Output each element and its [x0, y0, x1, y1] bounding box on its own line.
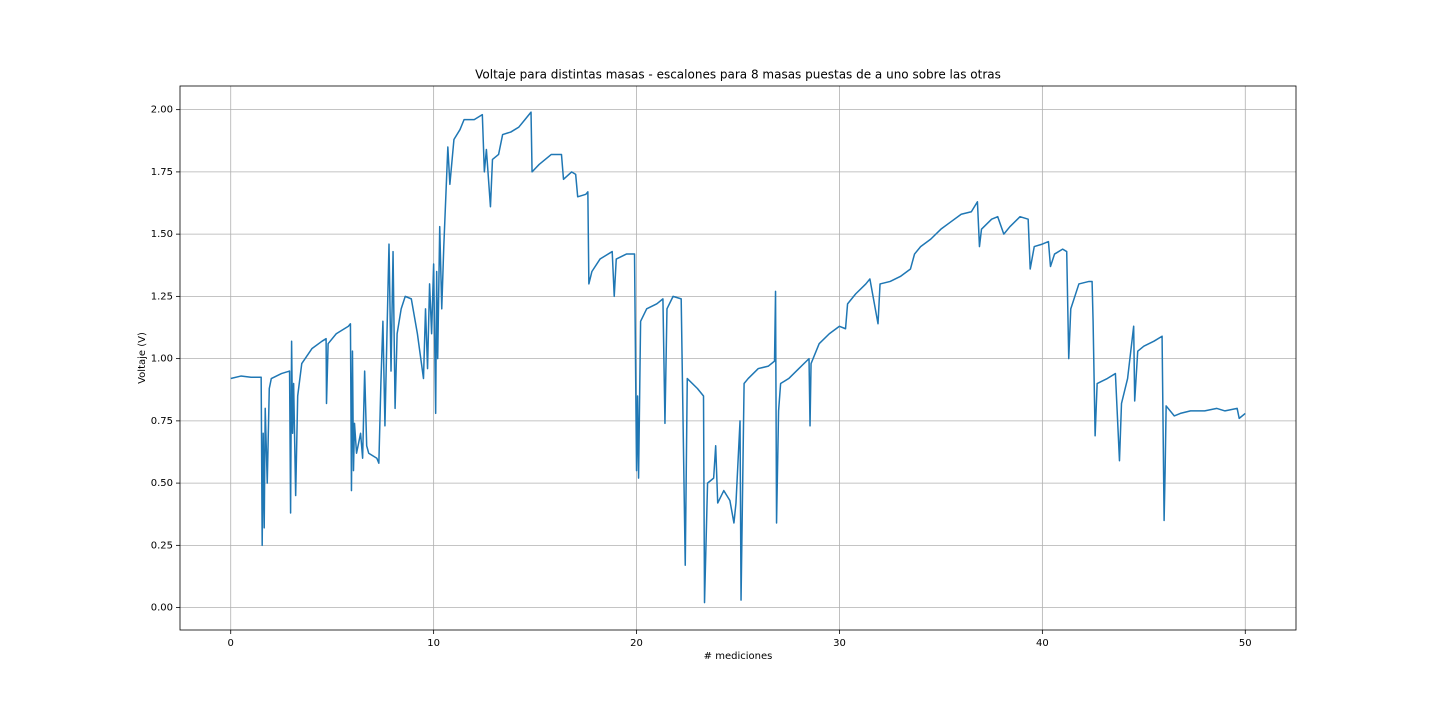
plot-frame [179, 85, 1297, 631]
x-tick-label: 20 [630, 638, 643, 649]
y-tick-label: 0.75 [151, 416, 173, 427]
y-tick-label: 1.00 [151, 354, 173, 365]
y-tick-label: 1.25 [151, 291, 173, 302]
y-tick-label: 0.00 [151, 603, 173, 614]
x-tick-label: 10 [427, 638, 440, 649]
y-tick-label: 0.50 [151, 478, 173, 489]
y-tick-label: 1.50 [151, 229, 173, 240]
x-tick-label: 50 [1239, 638, 1252, 649]
data-line [230, 111, 1246, 604]
x-tick-label: 0 [228, 638, 234, 649]
y-axis-label: Voltaje (V) [137, 332, 148, 384]
chart-title: Voltaje para distintas masas - escalones… [475, 68, 1001, 82]
x-axis-label: # mediciones [704, 651, 773, 662]
x-tick-label: 30 [833, 638, 846, 649]
y-tick-label: 2.00 [151, 105, 173, 116]
x-tick-label: 40 [1036, 638, 1049, 649]
y-tick-label: 0.25 [151, 540, 173, 551]
y-tick-label: 1.75 [151, 167, 173, 178]
